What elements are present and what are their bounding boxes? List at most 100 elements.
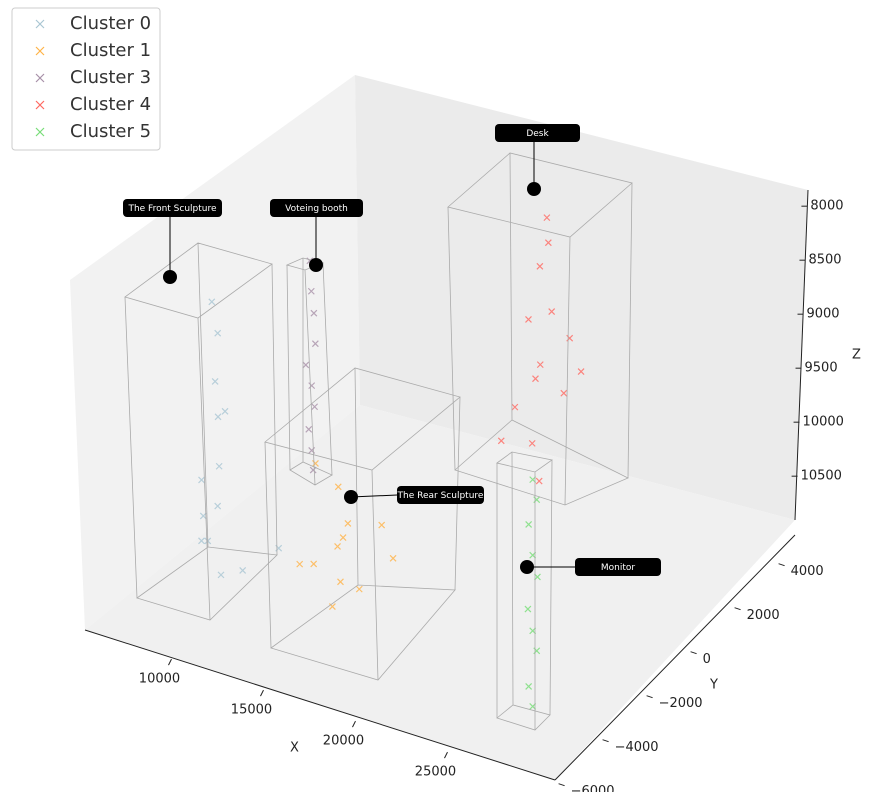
legend-marker [35,46,45,56]
point [215,462,223,470]
y-tick-label: −2000 [659,696,703,711]
point [355,585,363,593]
z-axis-label: Z [852,348,861,363]
point [334,543,341,550]
point [497,437,505,445]
box [124,242,278,621]
y-tick-label: 0 [703,652,711,667]
legend-marker [35,19,45,29]
x-tick [168,658,172,666]
annotation-box [495,124,580,142]
x-axis-label: X [290,741,299,756]
y-axis-label: Y [709,678,718,693]
x-tick-label: 15000 [231,703,272,718]
legend-marker [35,100,45,110]
y-tick [558,783,565,787]
point [511,403,519,411]
annotation-line [350,494,398,498]
point [199,512,207,520]
y-axis [554,534,796,781]
y-tick-label: −6000 [571,784,615,792]
annotation-dot [309,258,323,272]
z-tick-label: 8500 [808,253,841,268]
annotation-box [397,486,484,504]
x-tick [260,689,264,697]
legend-label: Cluster 0 [70,13,151,34]
legend-label: Cluster 5 [70,121,151,142]
y-tick [734,607,741,611]
y-tick [778,563,785,567]
z-tick-label: 9000 [806,307,839,322]
legend-marker [35,127,45,137]
annotation-dot [527,182,541,196]
point [344,519,352,527]
annotation-dot [344,490,358,504]
box [447,152,633,506]
point [310,560,318,568]
x-tick-label: 20000 [323,734,364,749]
annotation-box [123,199,222,217]
legend-marker [35,73,45,83]
z-tick-label: 8000 [810,199,843,214]
annotation-label: Voteing booth [285,204,348,214]
annotation-label: Desk [526,129,549,139]
box [496,451,553,731]
point [337,578,344,586]
point [208,298,216,306]
point [214,502,222,510]
point [309,466,317,474]
point [560,389,568,397]
x-tick [444,751,448,759]
point [198,537,205,545]
point [524,605,532,613]
annotation-dot [520,560,534,574]
point [308,382,316,390]
point [543,214,551,222]
y-tick-label: 4000 [791,564,824,579]
annotation-box [575,558,661,576]
z-tick-label: 10500 [801,469,842,484]
point [525,682,533,690]
point [548,308,556,315]
point [532,375,539,383]
point [535,477,543,485]
legend [11,7,161,151]
point [307,287,315,295]
point [296,560,304,568]
annotation-dot [163,270,177,284]
point [214,413,222,421]
y-tick-label: −4000 [615,740,659,755]
x-tick [352,720,356,728]
z-tick-label: 10000 [803,415,844,430]
point [334,483,342,491]
y-tick [602,739,609,743]
z-tick-label: 9500 [805,361,838,376]
x-axis [84,629,556,781]
x-tick-label: 10000 [139,672,180,687]
z-axis [794,189,809,521]
y-tick [646,695,653,699]
point [211,378,219,385]
point [534,573,541,581]
point [305,425,313,433]
point [214,329,222,337]
point [544,239,552,247]
box [264,367,461,681]
point [525,315,532,323]
point [528,439,536,447]
box [285,257,333,486]
point [339,534,347,541]
x-tick-label: 25000 [415,765,456,780]
point [311,340,319,348]
point [577,368,585,375]
legend-label: Cluster 3 [70,67,151,88]
y-tick-label: 2000 [747,608,780,623]
annotation-label: The Rear Sculpture [397,491,484,501]
annotation-box [270,199,363,217]
back-pane [355,75,808,520]
point [239,566,247,574]
point [312,459,319,467]
point [525,520,533,528]
annotation-label: Monitor [601,563,636,573]
